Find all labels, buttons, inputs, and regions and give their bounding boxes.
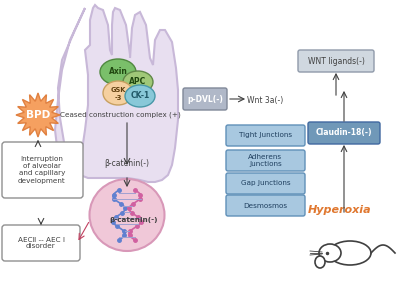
FancyBboxPatch shape [2, 225, 80, 261]
Text: p-DVL(-): p-DVL(-) [187, 95, 223, 104]
FancyBboxPatch shape [308, 122, 380, 144]
Text: Claudin-18(-): Claudin-18(-) [316, 128, 372, 138]
FancyBboxPatch shape [2, 142, 83, 198]
Polygon shape [16, 93, 60, 137]
Text: Wnt 3a(-): Wnt 3a(-) [247, 96, 283, 105]
Text: β-catenin(-): β-catenin(-) [104, 158, 150, 168]
Text: Hyperoxia: Hyperoxia [308, 205, 372, 215]
FancyBboxPatch shape [226, 195, 305, 216]
Ellipse shape [315, 256, 325, 268]
Text: APC: APC [129, 78, 147, 86]
Text: Desmosmos: Desmosmos [244, 202, 288, 208]
Text: GSK
-3: GSK -3 [110, 88, 126, 101]
Ellipse shape [123, 71, 153, 93]
Ellipse shape [319, 244, 341, 262]
Ellipse shape [125, 85, 155, 107]
Text: β-catenin(-): β-catenin(-) [110, 217, 158, 223]
FancyBboxPatch shape [298, 50, 374, 72]
Text: CK-1: CK-1 [130, 92, 150, 101]
Text: BPD: BPD [26, 110, 50, 120]
FancyBboxPatch shape [226, 150, 305, 171]
Text: Interruption
of alveolar
and capillary
development: Interruption of alveolar and capillary d… [18, 157, 66, 184]
Ellipse shape [103, 81, 133, 105]
Text: Axin: Axin [108, 68, 128, 76]
FancyBboxPatch shape [226, 173, 305, 194]
FancyBboxPatch shape [226, 125, 305, 146]
Ellipse shape [90, 179, 164, 251]
Text: Adherens
Junctions: Adherens Junctions [248, 154, 282, 167]
Ellipse shape [329, 241, 371, 265]
Ellipse shape [100, 59, 136, 85]
Text: Ceased construction complex (+): Ceased construction complex (+) [60, 112, 180, 118]
Polygon shape [55, 5, 178, 182]
Text: Gap Junctions: Gap Junctions [241, 181, 290, 187]
Text: Tight Junctions: Tight Junctions [239, 132, 292, 138]
Text: WNT ligands(-): WNT ligands(-) [308, 56, 364, 65]
Text: AECⅡ -- AEC Ⅰ
disorder: AECⅡ -- AEC Ⅰ disorder [18, 237, 64, 249]
FancyBboxPatch shape [183, 88, 227, 110]
